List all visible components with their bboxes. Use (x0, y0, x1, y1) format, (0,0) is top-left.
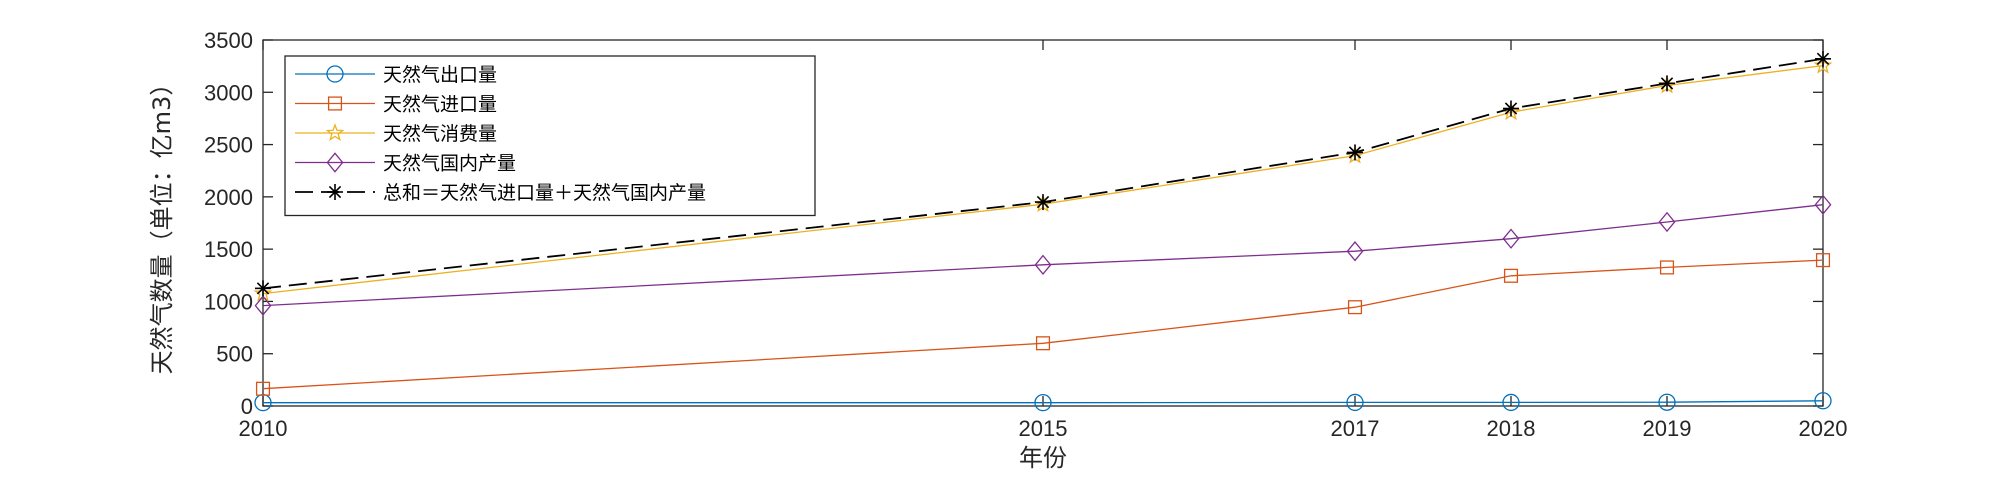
x-axis-title: 年份 (1019, 444, 1067, 472)
marker-circle (1346, 393, 1364, 412)
series-2 (255, 253, 1831, 396)
marker-circle (1658, 393, 1676, 411)
series-5 (255, 50, 1831, 297)
y-tick-label: 3000 (204, 80, 253, 105)
series-1 (254, 392, 1832, 412)
y-tick-label: 2000 (204, 185, 253, 210)
x-tick-label: 2010 (239, 416, 288, 441)
legend-item: 天然气国内产量 (295, 152, 516, 175)
legend-item: 天然气出口量 (295, 64, 497, 86)
marker-asterisk (1815, 50, 1831, 67)
legend-label: 天然气国内产量 (383, 153, 516, 175)
marker-square (1347, 300, 1363, 315)
marker-square (327, 96, 343, 111)
marker-square (1035, 336, 1051, 351)
series-line (263, 400, 1824, 404)
series-layer (253, 50, 1833, 412)
legend-item: 天然气消费量 (295, 123, 497, 145)
marker-square (1815, 253, 1831, 268)
y-axis-title: 天然气数量（单位：亿m3） (148, 72, 176, 375)
series-line (262, 204, 1824, 307)
y-tick-label: 500 (216, 342, 253, 367)
marker-star (1813, 55, 1833, 74)
marker-asterisk (1503, 100, 1519, 117)
legend-box (284, 55, 816, 217)
y-tick-label: 2500 (204, 133, 253, 158)
legend-label: 天然气进口量 (383, 94, 497, 116)
x-tick-label: 2019 (1643, 416, 1692, 441)
marker-diamond (1814, 194, 1832, 215)
legend-label: 总和＝天然气进口量＋天然气国内产量 (383, 182, 706, 204)
x-tick-label: 2020 (1799, 416, 1848, 441)
marker-square (1503, 268, 1519, 283)
series-4 (254, 194, 1832, 316)
marker-star (325, 123, 345, 141)
legend-label: 天然气消费量 (383, 123, 497, 145)
y-tick-label: 0 (241, 394, 253, 419)
y-tick-label: 1500 (204, 237, 253, 262)
legend-item: 总和＝天然气进口量＋天然气国内产量 (295, 182, 706, 204)
marker-diamond (254, 295, 272, 316)
marker-square (255, 381, 271, 396)
legend: 天然气出口量天然气进口量天然气消费量天然气国内产量总和＝天然气进口量＋天然气国内… (284, 55, 816, 217)
marker-asterisk (1035, 194, 1051, 211)
series-line (262, 57, 1824, 290)
legend-label: 天然气出口量 (383, 64, 497, 86)
axes: 0 500 1000 1500 2000 2500 3000 3500 2010 2015 2017… (204, 28, 1847, 441)
marker-diamond (1346, 241, 1364, 262)
series-line (262, 259, 1824, 390)
legend-item: 天然气进口量 (295, 94, 497, 116)
marker-circle (1502, 393, 1520, 412)
marker-square (1659, 260, 1675, 275)
y-tick-label: 1000 (204, 289, 253, 314)
marker-diamond (326, 152, 344, 173)
series-line (262, 64, 1824, 295)
marker-asterisk (1347, 144, 1363, 161)
x-tick-label: 2017 (1331, 416, 1380, 441)
marker-circle (1814, 392, 1832, 410)
x-tick-label: 2015 (1019, 416, 1068, 441)
marker-circle (326, 65, 344, 83)
marker-asterisk (1659, 75, 1675, 92)
marker-circle (1034, 394, 1052, 412)
y-tick-label: 3500 (204, 28, 253, 53)
marker-diamond (1502, 228, 1520, 249)
marker-asterisk (255, 280, 271, 297)
marker-asterisk (327, 184, 343, 200)
x-tick-label: 2018 (1487, 416, 1536, 441)
marker-diamond (1034, 254, 1052, 276)
marker-diamond (1658, 211, 1676, 233)
